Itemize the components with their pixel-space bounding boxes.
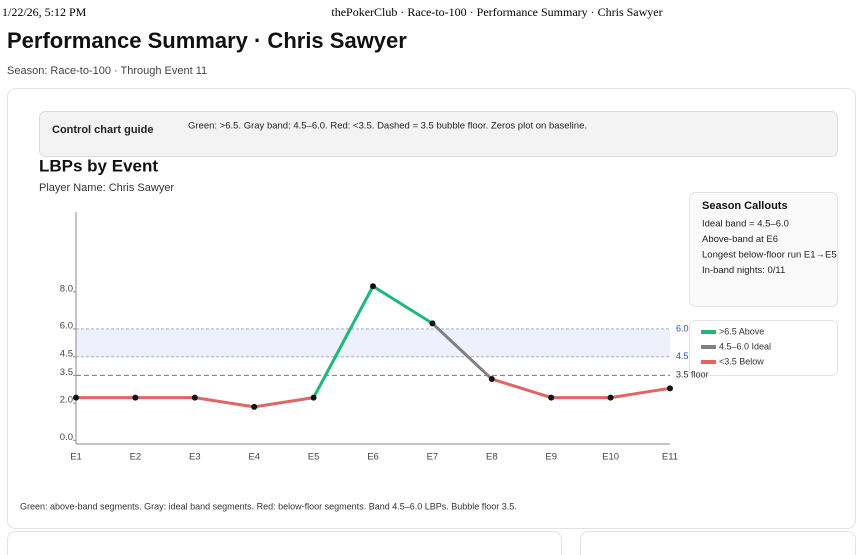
legend-label: 4.5–6.0 Ideal <box>719 341 771 351</box>
y-tick-label: 4.5 <box>60 348 73 359</box>
chart-title: LBPs by Event <box>39 156 158 175</box>
card <box>7 88 856 529</box>
x-tick-label: E3 <box>189 452 201 463</box>
callout-item: In-band nights: 0/11 <box>702 265 785 276</box>
point <box>73 394 79 401</box>
point <box>251 403 258 410</box>
line-segment <box>430 321 494 381</box>
point <box>548 394 555 401</box>
y-tick-label: 2.0 <box>60 395 73 406</box>
title: Performance Summary · Chris Sawyer <box>7 28 407 53</box>
line-segment <box>490 377 553 400</box>
x-tick-label: E2 <box>130 452 142 463</box>
y-tick-label: 6.0 <box>60 320 73 331</box>
floor-label: 3.5 floor <box>676 370 709 380</box>
point <box>488 376 495 383</box>
card <box>580 531 856 555</box>
line-segment <box>609 386 672 400</box>
line-segment <box>312 284 375 400</box>
x-tick-label: E8 <box>486 452 498 463</box>
timestamp: 1/22/26, 5:12 PM <box>2 5 87 19</box>
y-tick-label: 0.0 <box>60 432 73 443</box>
callouts-box <box>689 192 838 307</box>
legend-box <box>689 320 838 376</box>
x-tick-label: E7 <box>427 452 439 463</box>
page-title: thePokerClub · Race-to-100 · Performance… <box>331 5 662 19</box>
line-segment <box>252 396 316 409</box>
x-tick-label: E4 <box>248 452 260 463</box>
x-tick-label: E5 <box>308 452 320 463</box>
footnote: Green: above-band segments. Gray: ideal … <box>20 501 517 511</box>
guide-box <box>39 111 838 157</box>
subtitle: Season: Race-to-100 · Through Event 11 <box>7 65 207 77</box>
x-tick-label: E10 <box>602 452 619 463</box>
point <box>370 283 376 290</box>
callout-item: Above-band at E6 <box>702 234 778 245</box>
point <box>310 394 317 401</box>
legend-label: <3.5 Below <box>719 356 764 366</box>
ideal-band <box>76 328 670 357</box>
point <box>607 394 614 401</box>
legend-label: >6.5 Above <box>719 326 764 336</box>
callouts-title: Season Callouts <box>702 200 788 212</box>
band-label: 6.0 <box>676 323 689 333</box>
band-label: 4.5 <box>676 351 689 361</box>
x-tick-label: E9 <box>545 452 557 463</box>
line-segment <box>193 396 256 409</box>
line-segment <box>371 284 434 325</box>
y-tick-label: 8.0 <box>60 283 73 294</box>
callout-item: Longest below-floor run E1→E5 <box>702 250 837 261</box>
x-tick-label: E1 <box>70 452 82 463</box>
point <box>667 385 673 392</box>
x-tick-label: E11 <box>662 452 678 463</box>
card <box>7 531 562 555</box>
chart-subtitle: Player Name: Chris Sawyer <box>39 182 174 194</box>
x-tick-label: E6 <box>367 452 379 463</box>
point <box>132 394 139 401</box>
y-tick-label: 3.5 <box>60 367 73 378</box>
callout-item: Ideal band = 4.5–6.0 <box>702 219 789 230</box>
guide-text: Green: >6.5. Gray band: 4.5–6.0. Red: <3… <box>188 121 587 132</box>
guide-label: Control chart guide <box>52 124 153 136</box>
point <box>191 394 198 401</box>
point <box>429 320 436 327</box>
